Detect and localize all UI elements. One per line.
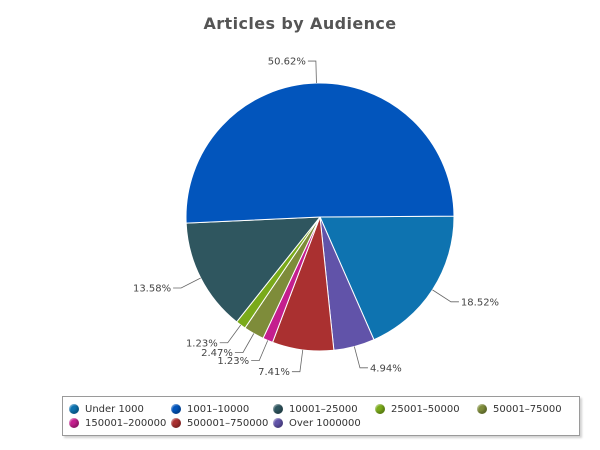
legend-swatch	[477, 404, 487, 414]
legend-item-25001-50000[interactable]: 25001–50000	[375, 402, 460, 416]
legend-label: 500001–750000	[187, 417, 269, 429]
legend-item-over-1000000[interactable]: Over 1000000	[273, 416, 361, 430]
legend-label: Under 1000	[85, 403, 144, 415]
data-label-over-1000000: 4.94%	[370, 363, 402, 374]
pie-chart: 18.52% 4.94% 7.41% 1.23%2.47%1.23% 13.58% 50.…	[133, 57, 499, 379]
chart-title: Articles by Audience	[203, 14, 397, 33]
legend-item-under-1000[interactable]: Under 1000	[69, 402, 144, 416]
legend-item-1001-10000[interactable]: 1001–10000	[171, 402, 249, 416]
connector-line-50001-75000	[234, 333, 255, 354]
legend-label: 10001–25000	[289, 403, 358, 415]
connector-line-500001-750000	[291, 349, 304, 373]
pie-slice-under-1000[interactable]	[319, 215, 455, 341]
legend-item-500001-750000[interactable]: 500001–750000	[171, 416, 268, 430]
legend-item-10001-25000[interactable]: 10001–25000	[273, 402, 358, 416]
data-label-500001-750000: 7.41%	[258, 367, 290, 378]
pie-slice-1001-10000[interactable]	[185, 82, 455, 224]
legend-swatch	[273, 404, 283, 414]
connector-line-25001-50000	[219, 324, 242, 344]
legend-label: 25001–50000	[391, 403, 460, 415]
data-label-10001-25000: 13.58%	[133, 284, 171, 295]
legend-swatch	[171, 404, 181, 414]
legend-label: Over 1000000	[289, 417, 361, 429]
connector-line-10001-25000	[173, 277, 201, 289]
data-label-1001-10000: 50.62%	[268, 57, 306, 68]
data-label-50001-75000: 2.47%	[201, 348, 233, 359]
legend-label: 1001–10000	[187, 403, 250, 415]
chart-legend: Under 1000 1001–10000 10001–25000 25001–500…	[62, 396, 580, 436]
legend-swatch	[375, 404, 385, 414]
data-label-150001-200000: 1.23%	[217, 356, 249, 367]
data-label-25001-50000: 1.23%	[186, 338, 218, 349]
pie-data-labels: 18.52% 4.94% 7.41% 1.23%2.47%1.23% 13.58% 50.…	[133, 57, 499, 379]
legend-swatch	[171, 418, 181, 428]
legend-swatch	[69, 418, 79, 428]
data-label-under-1000: 18.52%	[461, 297, 499, 308]
legend-swatch	[69, 404, 79, 414]
connector-line-1001-10000	[307, 60, 317, 84]
connector-line-under-1000	[432, 289, 459, 303]
legend-swatch	[273, 418, 283, 428]
legend-label: 50001–75000	[493, 403, 562, 415]
legend-item-50001-75000[interactable]: 50001–75000	[477, 402, 562, 416]
legend-label: 150001–200000	[85, 417, 167, 429]
connector-line-150001-200000	[251, 340, 269, 362]
connector-line-over-1000000	[353, 346, 368, 369]
pie-slices	[185, 82, 455, 352]
legend-item-150001-200000[interactable]: 150001–200000	[69, 416, 166, 430]
